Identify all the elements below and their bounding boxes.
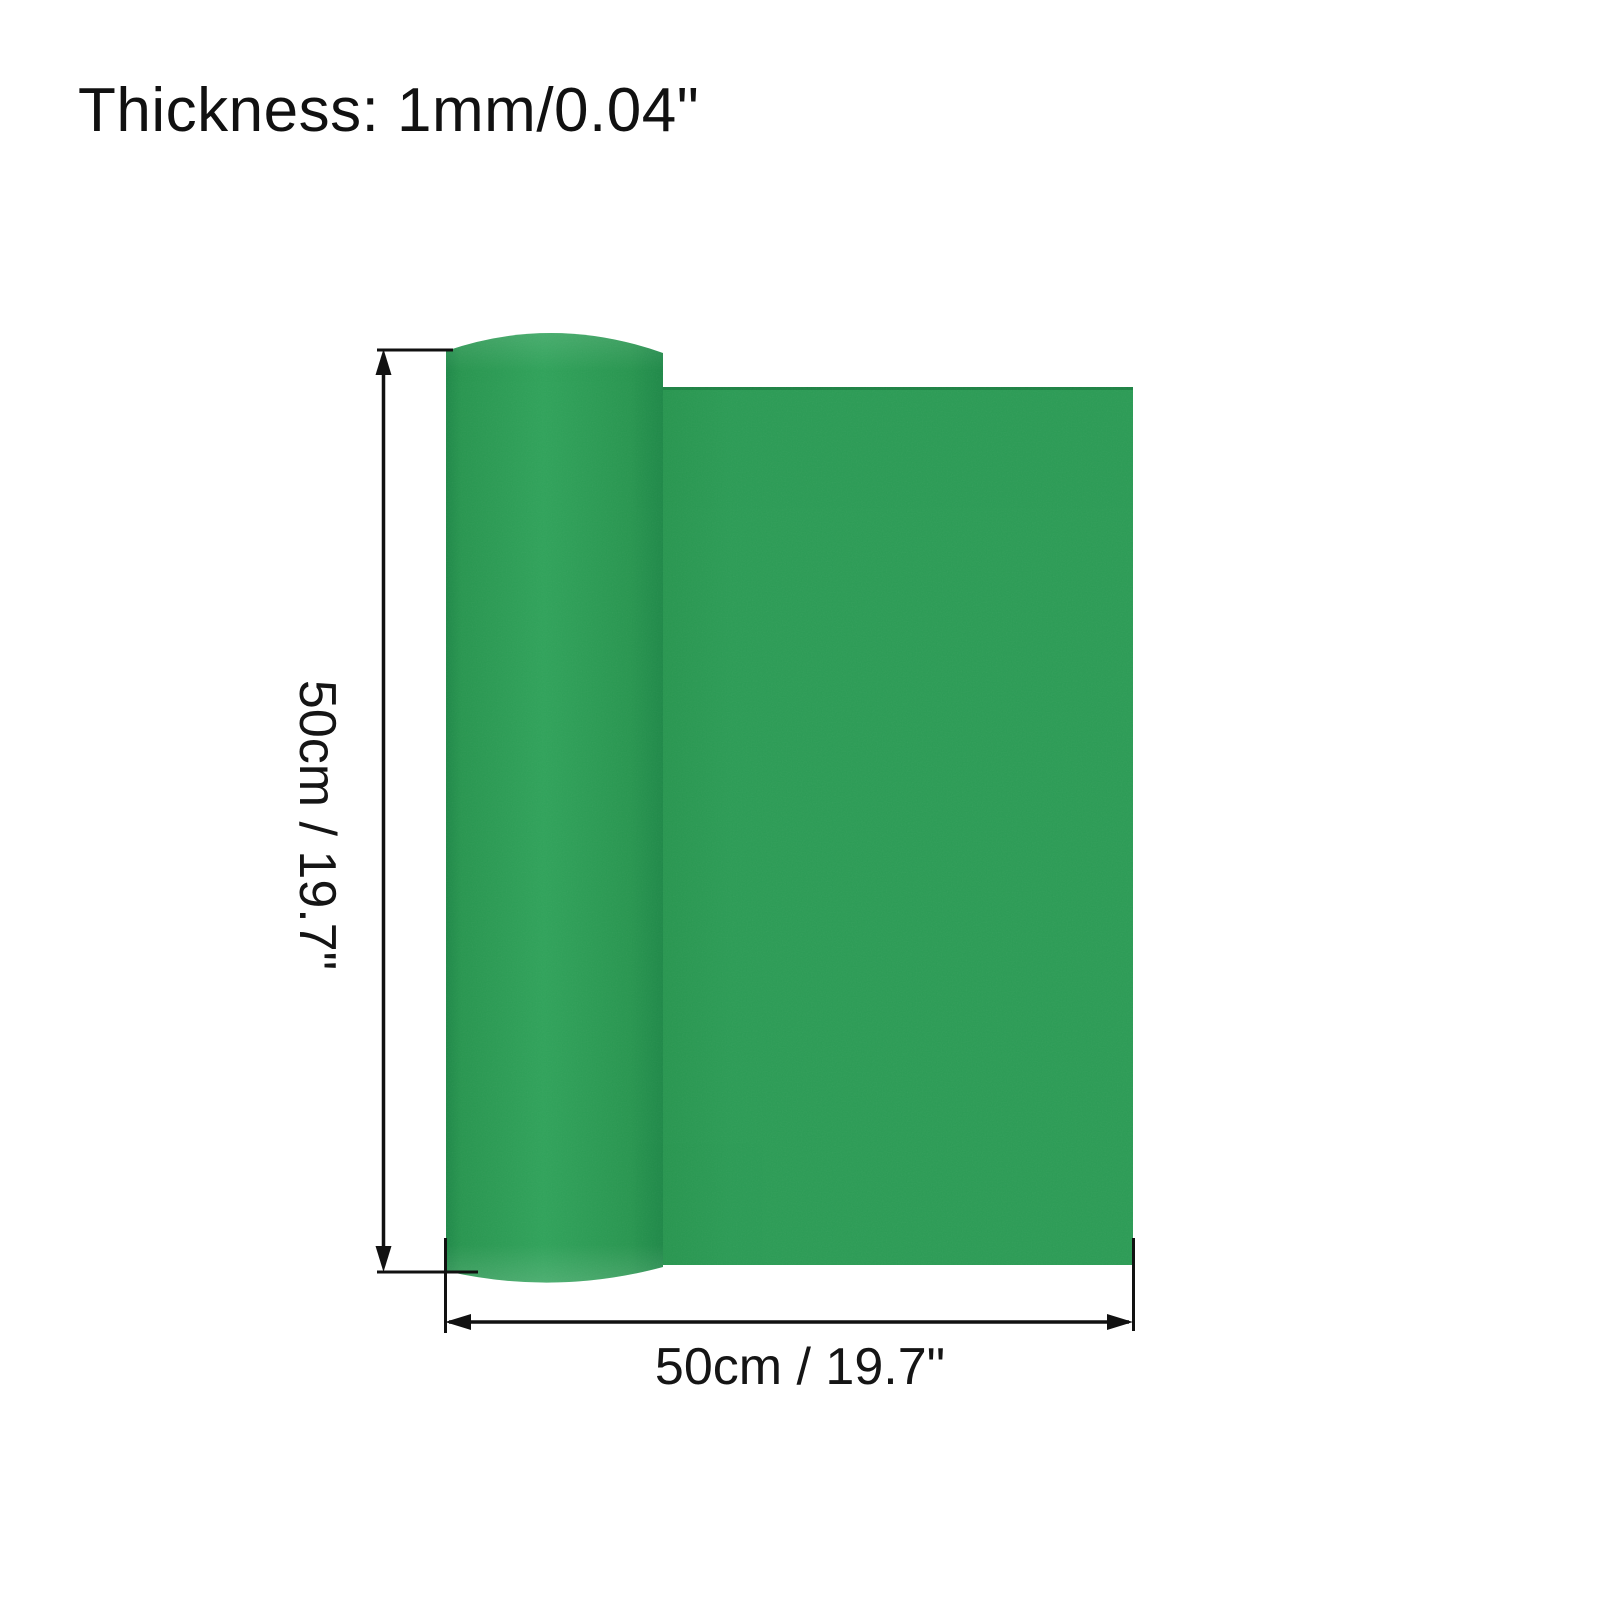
width-dimension-arrow-left bbox=[445, 1314, 471, 1330]
height-dimension bbox=[377, 348, 478, 1274]
foam-grain-texture bbox=[446, 332, 1133, 1283]
width-dimension-arrow-right bbox=[1107, 1314, 1133, 1330]
height-dimension-arrow-top bbox=[375, 349, 392, 375]
thickness-title: Thickness: 1mm/0.04" bbox=[78, 76, 700, 145]
width-dimension bbox=[444, 1238, 1135, 1333]
width-dimension-label: 50cm / 19.7" bbox=[654, 1338, 946, 1396]
height-dimension-arrow-bottom bbox=[375, 1246, 392, 1272]
height-dimension-label: 50cm / 19.7" bbox=[288, 679, 346, 971]
